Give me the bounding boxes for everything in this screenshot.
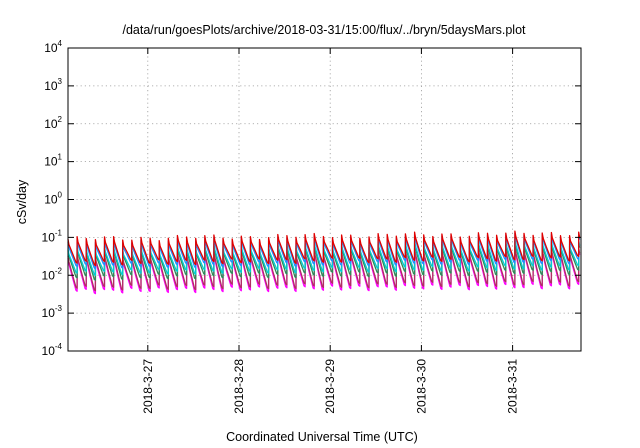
y-tick-exponent: 0 [58, 191, 63, 200]
y-tick-label: 104 [44, 39, 62, 55]
x-tick-label: 2018-3-27 [141, 359, 155, 414]
y-tick-base: 10 [44, 193, 58, 207]
x-tick-labels: 2018-3-27 2018-3-28 2018-3-29 2018-3-30 2018… [141, 359, 520, 414]
y-tick-base: 10 [42, 344, 56, 358]
y-tick-base: 10 [44, 41, 58, 55]
y-tick-base: 10 [44, 155, 58, 169]
y-tick-exponent: 2 [58, 115, 63, 124]
y-tick-base: 10 [42, 230, 56, 244]
y-tick-exponent: -3 [55, 304, 63, 313]
y-tick-base: 10 [44, 117, 58, 131]
x-tick-label: 2018-3-30 [414, 359, 428, 414]
y-tick-label: 10-4 [42, 342, 63, 358]
series-line-6 [67, 230, 581, 267]
grid-layer [68, 48, 581, 351]
y-tick-exponent: 3 [58, 77, 63, 86]
x-axis-label: Coordinated Universal Time (UTC) [226, 430, 418, 444]
y-tick-label: 101 [44, 153, 62, 169]
chart-title: /data/run/goesPlots/archive/2018-03-31/1… [122, 23, 526, 37]
y-tick-exponent: -1 [55, 228, 63, 237]
y-tick-label: 102 [44, 115, 62, 131]
y-tick-exponent: 4 [58, 39, 63, 48]
y-tick-base: 10 [42, 268, 56, 282]
y-axis-label: cSv/day [15, 179, 29, 224]
series-layer [67, 230, 581, 295]
y-tick-label: 103 [44, 77, 62, 93]
y-tick-exponent: -4 [55, 342, 63, 351]
x-tick-label: 2018-3-28 [232, 359, 246, 414]
tick-layer [68, 47, 581, 352]
y-tick-exponent: 1 [58, 153, 63, 162]
y-tick-label: 100 [44, 191, 62, 207]
y-tick-exponent: -2 [55, 266, 63, 275]
x-tick-label: 2018-3-31 [506, 359, 520, 414]
x-tick-label: 2018-3-29 [323, 359, 337, 414]
y-tick-label: 10-1 [42, 228, 63, 244]
y-tick-label: 10-3 [42, 304, 63, 320]
y-tick-base: 10 [44, 79, 58, 93]
y-tick-label: 10-2 [42, 266, 63, 282]
y-tick-base: 10 [42, 306, 56, 320]
